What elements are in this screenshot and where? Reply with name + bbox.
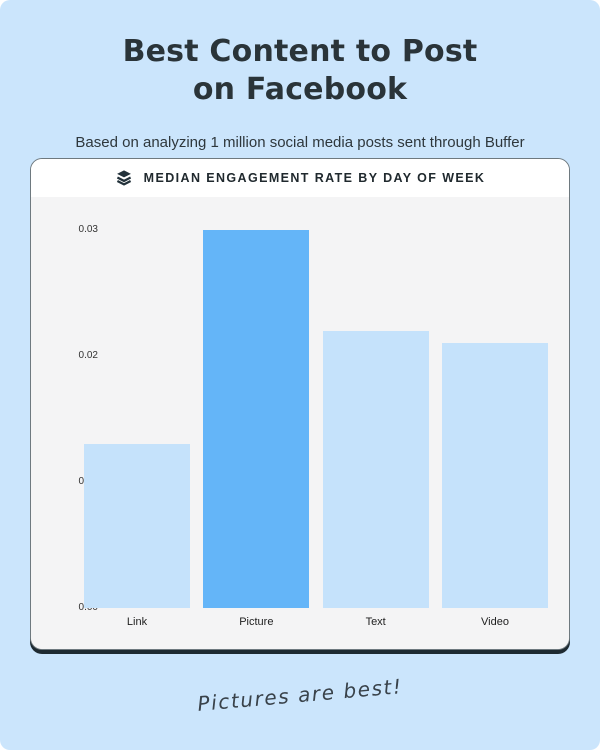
- bar-text: [322, 330, 429, 608]
- chart-title: MEDIAN ENGAGEMENT RATE BY DAY OF WEEK: [143, 171, 486, 185]
- y-axis-tick-label: 0.02: [78, 350, 98, 361]
- page-title-line2: on Facebook: [192, 72, 408, 107]
- chart-card: MEDIAN ENGAGEMENT RATE BY DAY OF WEEK 0.…: [30, 158, 570, 650]
- x-axis-label: Text: [365, 616, 386, 628]
- x-axis-label: Link: [126, 616, 148, 628]
- page-subtitle: Based on analyzing 1 million social medi…: [75, 134, 525, 151]
- bar-video: [441, 343, 548, 608]
- x-axis-label: Video: [481, 616, 509, 628]
- buffer-logo-icon: [115, 169, 133, 187]
- page-title-line1: Best Content to Post: [122, 34, 478, 69]
- x-axis-label: Picture: [239, 616, 274, 628]
- chart-card-header: MEDIAN ENGAGEMENT RATE BY DAY OF WEEK: [31, 159, 569, 198]
- bar-link: [84, 444, 190, 608]
- page-title: Best Content to Post on Facebook: [0, 33, 600, 109]
- chart-plot-area: 0.030.020.010.00LinkPictureTextVideo: [31, 197, 569, 649]
- bar-picture: [203, 230, 310, 608]
- y-axis-tick-label: 0.03: [78, 224, 98, 235]
- footnote-annotation: Pictures are best!: [196, 674, 404, 716]
